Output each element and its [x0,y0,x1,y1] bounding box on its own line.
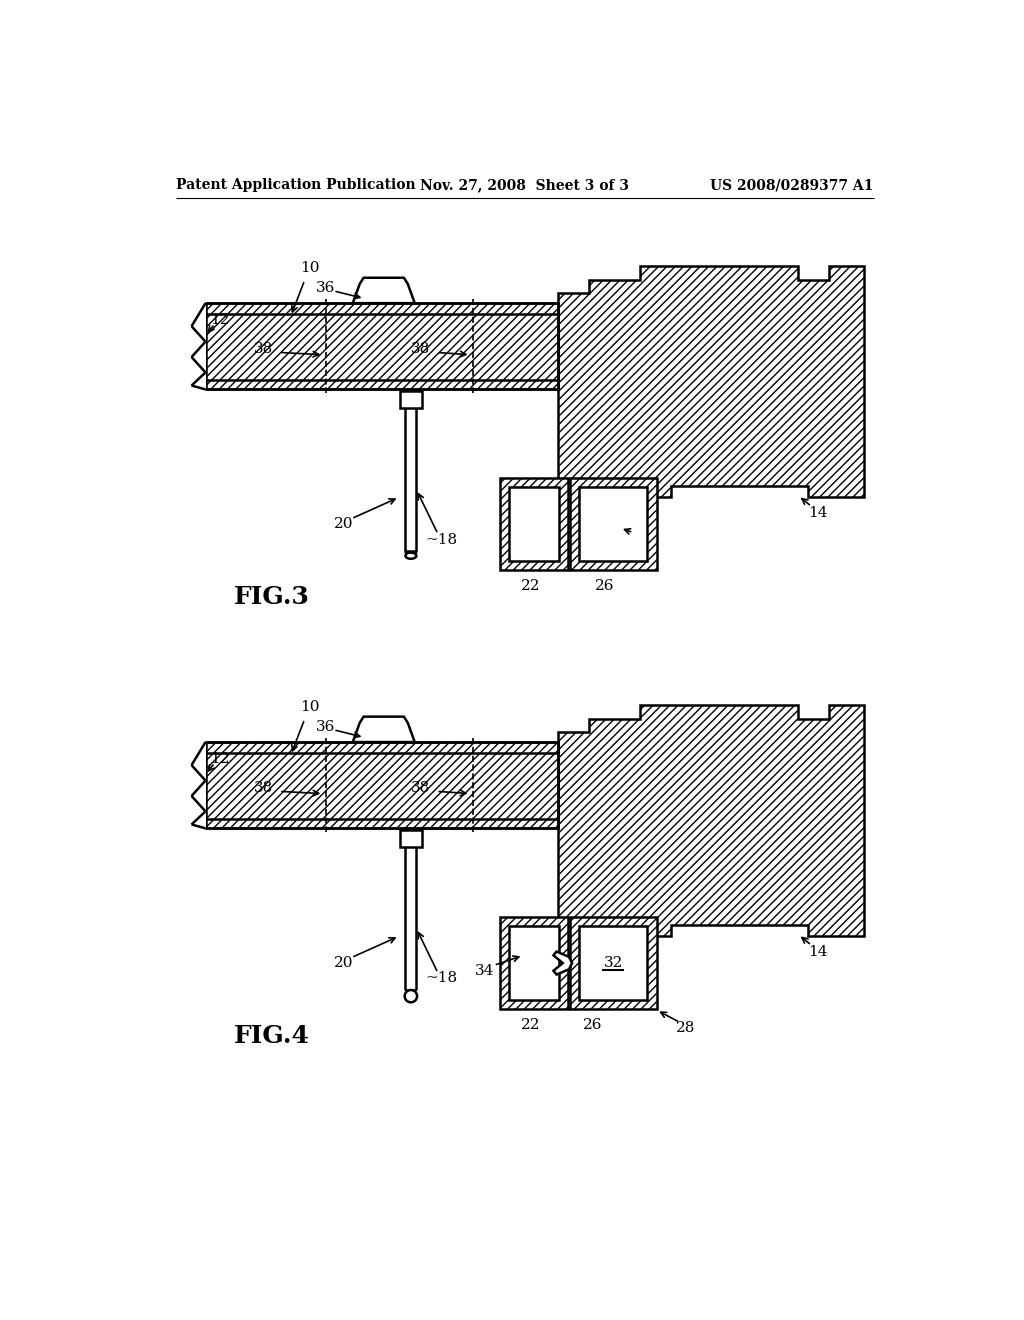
Text: 20: 20 [334,956,353,970]
Text: 26: 26 [595,578,614,593]
Text: 14: 14 [808,945,827,958]
Text: 20: 20 [334,517,353,531]
Polygon shape [206,742,558,829]
Polygon shape [554,952,572,974]
Text: 10: 10 [300,261,319,275]
Bar [579,487,647,561]
Polygon shape [558,267,864,498]
Text: 28: 28 [676,1022,695,1035]
Text: Patent Application Publication: Patent Application Publication [176,178,416,193]
Text: 36: 36 [316,281,335,294]
Text: FIG.4: FIG.4 [233,1024,309,1048]
Bar [400,391,422,408]
Polygon shape [569,917,656,1010]
Text: Nov. 27, 2008  Sheet 3 of 3: Nov. 27, 2008 Sheet 3 of 3 [420,178,630,193]
Bar [352,717,415,742]
Text: US 2008/0289377 A1: US 2008/0289377 A1 [711,178,873,193]
Polygon shape [206,304,558,389]
Text: 32: 32 [603,956,623,970]
Polygon shape [569,478,656,570]
Text: 26: 26 [584,1018,603,1032]
Text: 10: 10 [300,700,319,714]
Text: 22: 22 [521,1018,541,1032]
Text: 38: 38 [254,781,273,795]
Bar [352,277,415,304]
Text: 24: 24 [630,529,649,543]
Text: 22: 22 [521,578,541,593]
Text: FIG.3: FIG.3 [233,585,309,610]
Bar [579,927,647,1001]
Polygon shape [352,717,415,742]
Text: 36: 36 [316,719,335,734]
Text: 38: 38 [254,342,273,356]
Bar [509,487,559,561]
Polygon shape [500,478,568,570]
Text: 14: 14 [808,506,827,520]
Ellipse shape [404,990,417,1002]
Ellipse shape [406,553,417,558]
Text: 38: 38 [412,781,430,795]
Polygon shape [352,277,415,304]
Polygon shape [500,917,568,1010]
Bar [174,742,206,829]
Bar [509,927,559,1001]
Text: 12: 12 [210,752,229,766]
Text: 34: 34 [475,964,495,978]
Text: 12: 12 [210,313,229,327]
Text: 38: 38 [412,342,430,356]
Polygon shape [558,705,864,936]
Bar [174,304,206,389]
Text: ~18: ~18 [426,972,458,986]
Text: ~18: ~18 [426,532,458,546]
Bar [400,830,422,847]
